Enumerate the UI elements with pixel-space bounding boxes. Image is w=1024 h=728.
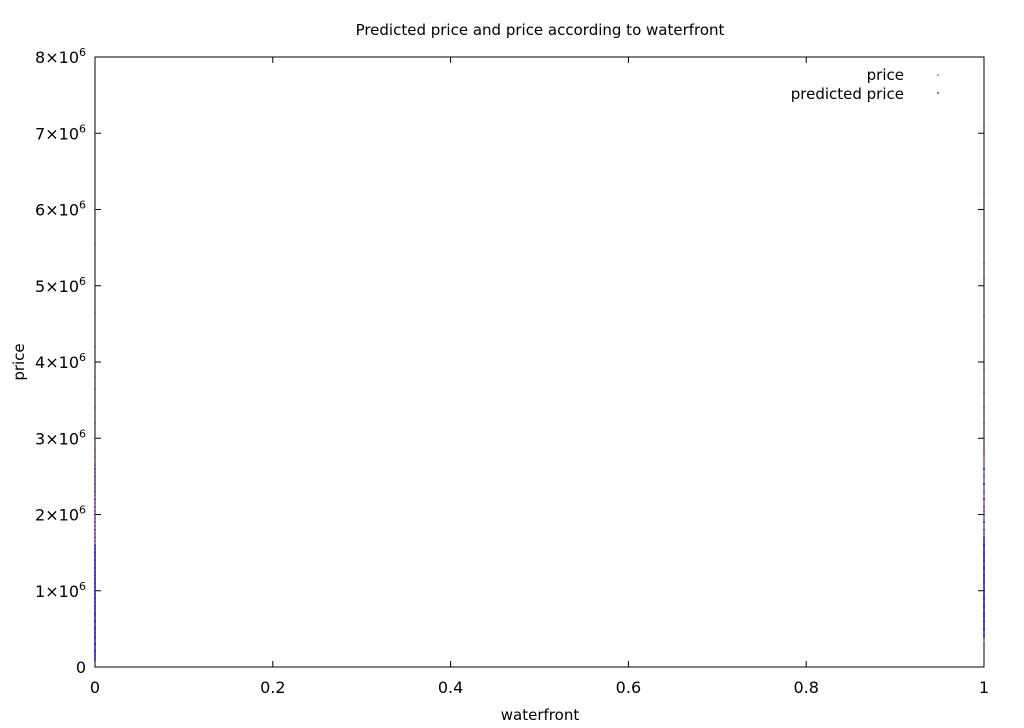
- data-point: [94, 483, 96, 485]
- data-point: [94, 406, 96, 409]
- data-point: [94, 513, 96, 516]
- data-point: [983, 315, 985, 318]
- x-tick-label: 1: [979, 678, 989, 697]
- legend-label-predicted-price: predicted price: [791, 85, 904, 103]
- y-tick-label: 0: [76, 658, 86, 677]
- data-point: [94, 467, 96, 470]
- series-0: [94, 124, 985, 662]
- legend-item-price: price: [867, 66, 939, 84]
- plot-frame: [94, 56, 985, 668]
- data-point: [983, 475, 985, 478]
- y-tick-label: 8×106: [35, 46, 86, 67]
- data-point: [983, 368, 985, 371]
- data-point: [983, 277, 985, 279]
- x-tick-label: 0.8: [793, 678, 818, 697]
- data-point: [983, 437, 985, 440]
- data-point: [983, 521, 985, 523]
- data-point: [94, 208, 96, 211]
- series-1: [94, 467, 985, 661]
- data-point: [94, 464, 96, 466]
- y-tick-label: 2×106: [35, 504, 86, 525]
- data-point: [94, 479, 96, 481]
- data-point: [94, 490, 96, 493]
- y-tick-label: 6×106: [35, 199, 86, 220]
- data-point: [94, 132, 96, 135]
- data-point: [94, 506, 96, 508]
- data-point: [94, 528, 96, 531]
- data-point: [94, 536, 96, 539]
- data-point: [983, 490, 985, 493]
- data-point: [983, 513, 985, 516]
- x-tick-label: 0.6: [616, 678, 641, 697]
- data-point: [983, 467, 985, 470]
- data-point: [94, 521, 96, 523]
- y-tick-label: 3×106: [35, 427, 86, 448]
- data-point: [983, 345, 985, 348]
- x-axis-label: waterfront: [501, 706, 580, 724]
- legend-marker-price: [937, 74, 939, 76]
- y-tick-label: 5×106: [35, 275, 86, 296]
- y-tick-label: 7×106: [35, 122, 86, 143]
- y-axis-label: price: [10, 343, 28, 380]
- data-point: [94, 422, 96, 424]
- x-axis: 0 0.2 0.4 0.6 0.8 1: [90, 57, 989, 697]
- data-point: [983, 193, 985, 196]
- data-point: [94, 487, 96, 489]
- data-point: [983, 422, 985, 424]
- chart-title: Predicted price and price according to w…: [356, 21, 725, 39]
- data-point: [94, 475, 96, 478]
- data-point: [983, 506, 985, 508]
- data-point: [94, 387, 96, 390]
- legend-label-price: price: [867, 66, 904, 84]
- data-point: [94, 345, 96, 348]
- data-point: [94, 456, 96, 459]
- plot-area: [94, 124, 985, 662]
- data-point: [94, 471, 96, 474]
- legend-item-predicted-price: predicted price: [791, 85, 939, 103]
- data-point: [94, 498, 96, 501]
- data-point: [983, 528, 985, 531]
- data-point: [94, 311, 96, 314]
- x-tick-label: 0: [90, 678, 100, 697]
- x-tick-label: 0.2: [260, 678, 285, 697]
- y-tick-label: 1×106: [35, 580, 86, 601]
- x-tick-label: 0.4: [438, 678, 463, 697]
- data-point: [983, 124, 985, 127]
- y-axis: 0 1×106 2×106 3×106 4×106 5×106 6×106 7×106 8×10…: [35, 46, 984, 677]
- data-point: [94, 376, 96, 379]
- data-point: [983, 262, 985, 264]
- data-point: [94, 437, 96, 440]
- data-point: [94, 243, 96, 245]
- data-point: [983, 406, 985, 409]
- data-point: [983, 483, 985, 485]
- data-point: [983, 498, 985, 501]
- data-point: [94, 448, 96, 451]
- data-point: [983, 391, 985, 394]
- legend-marker-predicted-price: [937, 92, 939, 94]
- y-tick-label: 4×106: [35, 351, 86, 372]
- legend: price predicted price: [791, 66, 939, 103]
